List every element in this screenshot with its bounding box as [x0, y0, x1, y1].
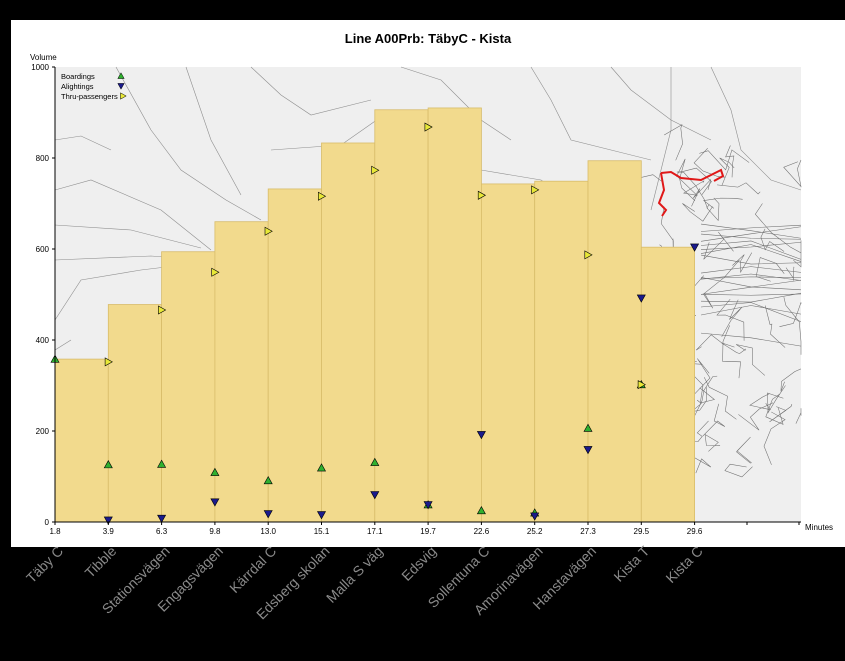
load-bar	[374, 109, 429, 523]
load-bar	[427, 107, 482, 523]
load-bar	[321, 142, 376, 523]
load-bar	[640, 246, 695, 523]
x-tick-label: 15.1	[314, 527, 330, 536]
legend-label: Boardings	[61, 72, 95, 81]
boardings-marker	[476, 506, 486, 515]
boardings-marker	[210, 467, 220, 476]
thru-passengers-marker	[424, 122, 433, 132]
stop-name-label: Hanstavägen	[529, 543, 599, 613]
thru-passengers-marker	[264, 226, 273, 236]
load-bar	[161, 251, 216, 523]
alightings-marker	[530, 512, 540, 521]
stop-name-label: Kista T	[610, 542, 652, 584]
stop-name-label: Engagsvägen	[154, 543, 226, 615]
y-tick-label: 200	[36, 427, 50, 436]
stop-name-label: Täby C	[23, 543, 66, 586]
y-tick-label: 600	[36, 245, 50, 254]
alightings-marker	[103, 516, 113, 525]
alightings-marker	[476, 431, 486, 440]
chart: 0 200 400 600 800 1000 1.8 3.9 6.3 9.8 13.0 15.1 17.…	[30, 31, 833, 536]
stop-name-label: Kärrdal C	[226, 543, 279, 596]
load-bar	[534, 180, 589, 523]
load-bar	[54, 358, 109, 523]
x-tick-label: 17.1	[367, 527, 383, 536]
alightings-marker	[263, 510, 273, 519]
x-tick-label: 22.6	[474, 527, 490, 536]
thru-passengers-marker	[637, 380, 646, 390]
legend-label: Thru-passengers	[61, 92, 118, 101]
x-tick-label: 29.5	[634, 527, 650, 536]
x-tick-label: 27.3	[580, 527, 596, 536]
x-tick-label: 29.6	[687, 527, 703, 536]
x-tick-label: 6.3	[156, 527, 168, 536]
chart-title: Line A00Prb: TäbyC - Kista	[345, 31, 512, 46]
boardings-marker	[103, 460, 113, 469]
alightings-marker	[583, 446, 593, 455]
load-bar	[480, 183, 536, 523]
alightings-marker	[370, 491, 380, 500]
alightings-marker	[690, 243, 700, 252]
legend-marker	[120, 92, 127, 100]
x-tick-label: 1.8	[49, 527, 61, 536]
thru-passengers-marker	[158, 305, 167, 315]
alightings-marker	[636, 294, 646, 303]
stop-name-label: Edsberg skolan	[253, 543, 333, 623]
stop-name-label: Sollentuna C	[425, 543, 493, 611]
x-tick-label: 3.9	[103, 527, 115, 536]
stop-name-label: Amorinavägen	[471, 543, 546, 618]
thru-passengers-marker	[104, 357, 113, 367]
thru-passengers-marker	[477, 190, 487, 200]
thru-passengers-marker	[211, 267, 220, 277]
stop-name-label: Stationsvägen	[99, 543, 173, 617]
stop-name-label: Malla S väg	[323, 543, 386, 606]
y-axis-label: Volume	[30, 53, 57, 62]
route-line	[660, 168, 725, 182]
stop-name-label: Tibble	[82, 543, 120, 581]
thru-passengers-marker	[584, 250, 593, 260]
x-axis-label: Minutes	[805, 523, 833, 532]
alightings-marker	[316, 511, 327, 520]
legend-label: Alightings	[61, 82, 94, 91]
alightings-marker	[210, 498, 220, 507]
x-tick-label: 13.0	[260, 527, 276, 536]
load-bar	[587, 160, 642, 523]
boardings-marker	[370, 457, 380, 466]
x-tick-label: 9.8	[209, 527, 221, 536]
legend-marker	[117, 72, 125, 79]
y-tick-label: 0	[45, 518, 50, 527]
stop-name-label: Edsvig	[398, 543, 439, 584]
load-bar	[214, 221, 269, 523]
load-bar	[267, 188, 322, 523]
thru-passengers-marker	[371, 165, 380, 175]
boardings-marker	[263, 475, 273, 485]
y-tick-label: 800	[36, 154, 50, 163]
thru-passengers-marker	[317, 191, 327, 201]
y-tick-label: 400	[36, 336, 50, 345]
stop-name-label: Kista C	[662, 543, 705, 586]
load-bar	[107, 304, 163, 523]
x-tick-label: 25.2	[527, 527, 543, 536]
alightings-marker	[423, 501, 433, 510]
y-tick-label: 1000	[31, 63, 49, 72]
thru-passengers-marker	[531, 185, 540, 195]
boardings-marker	[157, 459, 167, 468]
alightings-marker	[157, 514, 167, 523]
chart-panel: 0 200 400 600 800 1000 1.8 3.9 6.3 9.8 13.0 15.1 17.…	[11, 20, 845, 547]
legend-marker	[117, 83, 125, 90]
boardings-marker	[583, 423, 593, 432]
x-tick-label: 19.7	[420, 527, 436, 536]
boardings-marker	[316, 463, 327, 472]
